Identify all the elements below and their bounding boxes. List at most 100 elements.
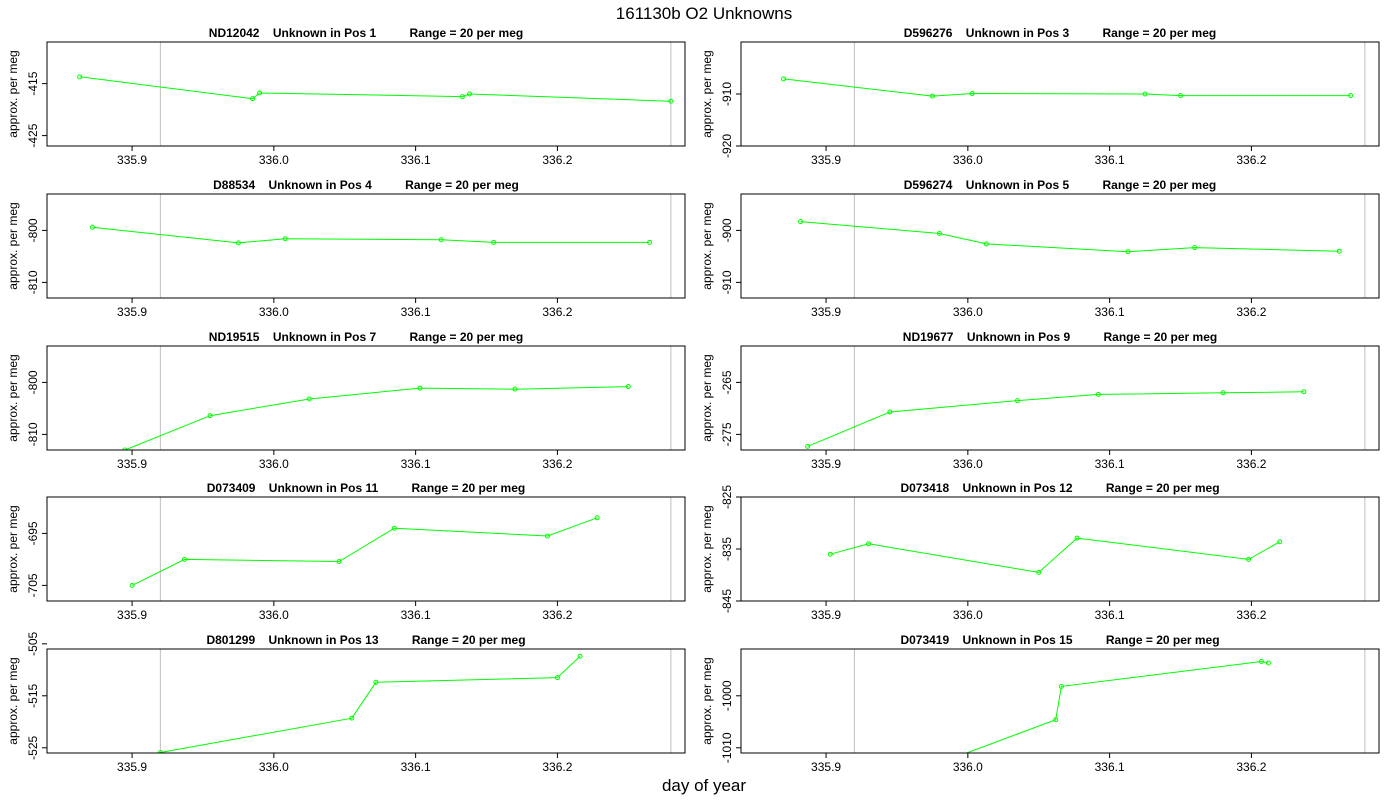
- data-point: [182, 556, 188, 562]
- panel-title: D801299 Unknown in Pos 13 Range = 20 per…: [206, 633, 525, 647]
- series: [122, 384, 631, 450]
- y-tick-label: -1010: [720, 732, 734, 763]
- panel-title: D073409 Unknown in Pos 11 Range = 20 per…: [207, 481, 525, 495]
- panel-1: ND12042 Unknown in Pos 1 Range = 20 per …: [6, 26, 686, 167]
- panel-title: D596274 Unknown in Pos 5 Range = 20 per …: [904, 178, 1216, 192]
- series-line: [92, 226, 650, 244]
- y-tick-label: -810: [26, 270, 40, 294]
- data-point: [1178, 93, 1184, 99]
- panel-2: D596276 Unknown in Pos 3 Range = 20 per …: [700, 26, 1380, 167]
- x-tick-label: 335.9: [117, 305, 147, 319]
- x-tick-label: 335.9: [117, 760, 147, 774]
- data-point: [77, 74, 83, 80]
- panel-8: D073418 Unknown in Pos 12 Range = 20 per…: [700, 481, 1380, 622]
- series: [965, 658, 1271, 753]
- y-tick-label: -800: [26, 370, 40, 394]
- data-point: [391, 525, 397, 531]
- x-tick-label: 336.1: [401, 608, 431, 622]
- panel-title: D073418 Unknown in Pos 12 Range = 20 per…: [900, 481, 1219, 495]
- data-point: [1074, 535, 1080, 541]
- plot-frame: [740, 345, 1380, 451]
- data-point: [668, 98, 674, 104]
- data-point: [1095, 391, 1101, 397]
- series: [805, 389, 1307, 449]
- series: [827, 535, 1283, 575]
- data-point: [1142, 91, 1148, 97]
- panel-5: ND19515 Unknown in Pos 7 Range = 20 per …: [6, 330, 686, 471]
- y-tick-label: -825: [720, 485, 734, 509]
- plot-frame: [740, 193, 1380, 299]
- panel-title: D596276 Unknown in Pos 3 Range = 20 per …: [904, 26, 1216, 40]
- series-line: [124, 386, 629, 450]
- panel-7: D073409 Unknown in Pos 11 Range = 20 per…: [6, 481, 686, 622]
- y-tick-label: -900: [720, 218, 734, 242]
- series-line: [79, 76, 671, 102]
- data-point: [805, 443, 811, 449]
- x-tick-label: 336.2: [542, 760, 572, 774]
- panel-title: ND19515 Unknown in Pos 7 Range = 20 per …: [209, 330, 523, 344]
- data-point: [235, 240, 241, 246]
- x-tick-label: 336.0: [259, 760, 289, 774]
- data-point: [373, 679, 379, 685]
- data-point: [577, 653, 583, 659]
- y-axis-label: approx. per meg: [700, 657, 714, 744]
- panel-title: ND19677 Unknown in Pos 9 Range = 20 per …: [903, 330, 1217, 344]
- x-tick-label: 336.1: [1095, 457, 1125, 471]
- data-point: [1336, 248, 1342, 254]
- data-point: [491, 239, 497, 245]
- panel-title: D88534 Unknown in Pos 4 Range = 20 per m…: [213, 178, 519, 192]
- panel-4: D596274 Unknown in Pos 5 Range = 20 per …: [700, 178, 1380, 319]
- y-axis-label: approx. per meg: [6, 50, 20, 137]
- y-tick-label: -425: [26, 123, 40, 147]
- x-tick-label: 336.1: [1095, 608, 1125, 622]
- series-line: [783, 78, 1351, 97]
- data-point: [798, 219, 804, 225]
- data-point: [827, 551, 833, 557]
- data-point: [647, 239, 653, 245]
- y-tick-label: -275: [720, 422, 734, 446]
- data-point: [1301, 389, 1307, 395]
- x-tick-label: 336.1: [401, 153, 431, 167]
- panel-3: D88534 Unknown in Pos 4 Range = 20 per m…: [6, 178, 686, 319]
- data-point: [512, 386, 518, 392]
- data-point: [336, 558, 342, 564]
- data-point: [983, 241, 989, 247]
- panels: ND12042 Unknown in Pos 1 Range = 20 per …: [6, 26, 1380, 774]
- y-axis-label: approx. per meg: [700, 50, 714, 137]
- data-point: [1058, 683, 1064, 689]
- x-tick-label: 336.0: [953, 608, 983, 622]
- data-point: [417, 385, 423, 391]
- x-tick-label: 336.2: [542, 457, 572, 471]
- x-axis-label: day of year: [662, 776, 746, 795]
- panel-title: D073419 Unknown in Pos 15 Range = 20 per…: [900, 633, 1219, 647]
- x-tick-label: 336.0: [953, 153, 983, 167]
- data-point: [1265, 660, 1271, 666]
- y-tick-label: -265: [720, 370, 734, 394]
- data-point: [929, 93, 935, 99]
- series-line: [156, 655, 581, 753]
- data-point: [1014, 398, 1020, 404]
- data-point: [459, 94, 465, 100]
- data-point: [1036, 569, 1042, 575]
- data-point: [866, 541, 872, 547]
- y-tick-label: -810: [26, 422, 40, 446]
- data-point: [1053, 717, 1059, 723]
- panel-6: ND19677 Unknown in Pos 9 Range = 20 per …: [700, 330, 1380, 471]
- y-tick-label: -695: [26, 521, 40, 545]
- x-tick-label: 336.2: [1236, 153, 1266, 167]
- x-tick-label: 336.1: [401, 457, 431, 471]
- panel-10: D073419 Unknown in Pos 15 Range = 20 per…: [700, 633, 1380, 774]
- y-tick-label: -835: [720, 537, 734, 561]
- series: [798, 219, 1342, 255]
- y-tick-label: -845: [720, 589, 734, 613]
- x-tick-label: 335.9: [811, 457, 841, 471]
- data-point: [1125, 249, 1131, 255]
- series: [129, 515, 600, 588]
- x-tick-label: 336.0: [259, 608, 289, 622]
- x-tick-label: 336.0: [259, 153, 289, 167]
- y-tick-label: -515: [26, 683, 40, 707]
- y-tick-label: -525: [26, 735, 40, 759]
- data-point: [625, 384, 631, 390]
- series: [781, 76, 1354, 99]
